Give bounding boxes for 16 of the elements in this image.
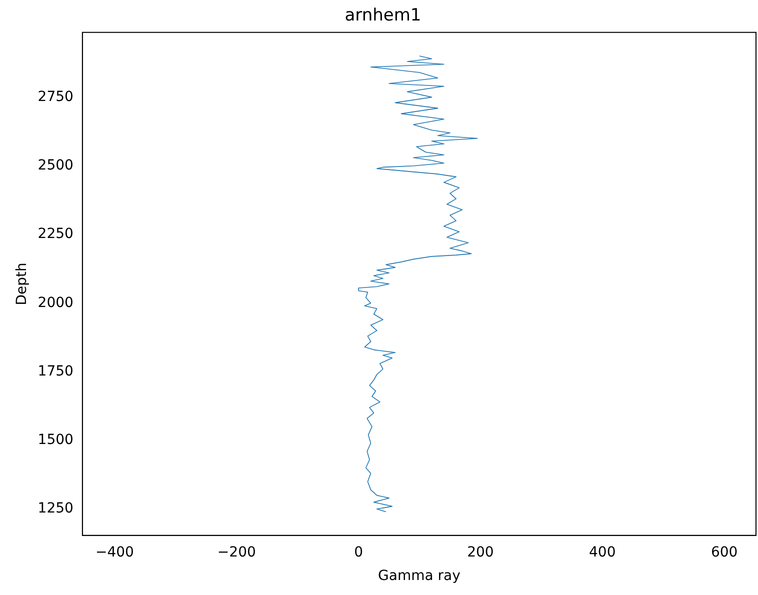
chart-title: arnhem1: [344, 6, 422, 26]
x-tick-label: 0: [354, 544, 364, 560]
y-tick-label: 1750: [38, 363, 74, 380]
x-tick-label: 200: [467, 544, 494, 560]
x-tick-label: 600: [710, 544, 738, 560]
y-tick-label: 1250: [38, 500, 74, 517]
y-axis-title: Depth: [14, 262, 30, 306]
y-tick-label: 2500: [38, 157, 74, 174]
x-tick-label: −200: [217, 544, 256, 560]
x-tick-label: 400: [589, 544, 616, 560]
x-tick-label: −400: [96, 544, 134, 560]
y-tick-label: 1500: [38, 432, 74, 448]
y-tick-label: 2000: [38, 294, 74, 311]
y-tick-label: 2750: [38, 88, 74, 105]
x-axis-title: Gamma ray: [378, 568, 460, 584]
y-tick-label: 2250: [38, 226, 74, 242]
